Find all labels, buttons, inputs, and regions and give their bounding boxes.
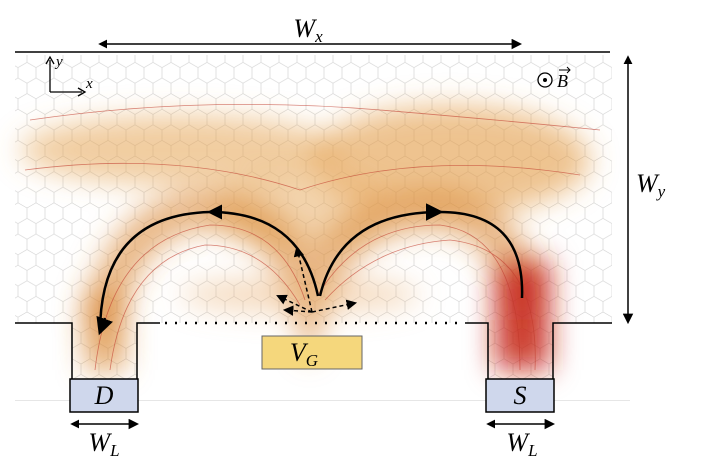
orbit-arrow	[96, 315, 113, 336]
axes-heads	[45, 55, 87, 97]
current-density	[20, 105, 590, 370]
drain-contact	[69, 378, 139, 413]
subscript: x	[314, 27, 323, 46]
subscript: L	[109, 441, 119, 460]
vector-arrow	[559, 66, 571, 74]
axis-x-label: x	[85, 76, 93, 92]
scattering	[276, 245, 358, 316]
subscript: L	[527, 441, 537, 460]
orbit	[207, 204, 320, 297]
symbol: W	[636, 169, 660, 198]
streamlines	[24, 103, 601, 371]
lead-width-label: WL	[506, 428, 537, 460]
gate-label: VG	[290, 338, 318, 370]
drain-label: D	[94, 381, 114, 410]
orbit	[439, 210, 524, 299]
subscript: G	[306, 351, 318, 370]
field-dot	[543, 78, 547, 82]
field-label: B	[557, 71, 568, 91]
symbol: W	[293, 14, 317, 43]
symbol: V	[290, 338, 309, 367]
orbit	[318, 203, 444, 297]
axis-y-label: y	[54, 54, 63, 70]
gate-contact	[261, 335, 363, 370]
symbol: W	[506, 428, 530, 457]
subscript: y	[656, 182, 666, 201]
frame-line	[15, 400, 630, 401]
width-y-label: Wy	[636, 169, 666, 201]
source-label: S	[514, 381, 527, 410]
axes-arrows	[49, 60, 82, 93]
bottom-edge	[15, 322, 612, 379]
orbit	[98, 210, 211, 334]
symbol: W	[88, 428, 112, 457]
source-contact	[485, 378, 555, 413]
width-x-label: Wx	[293, 14, 323, 46]
lead-width-label: WL	[88, 428, 119, 460]
